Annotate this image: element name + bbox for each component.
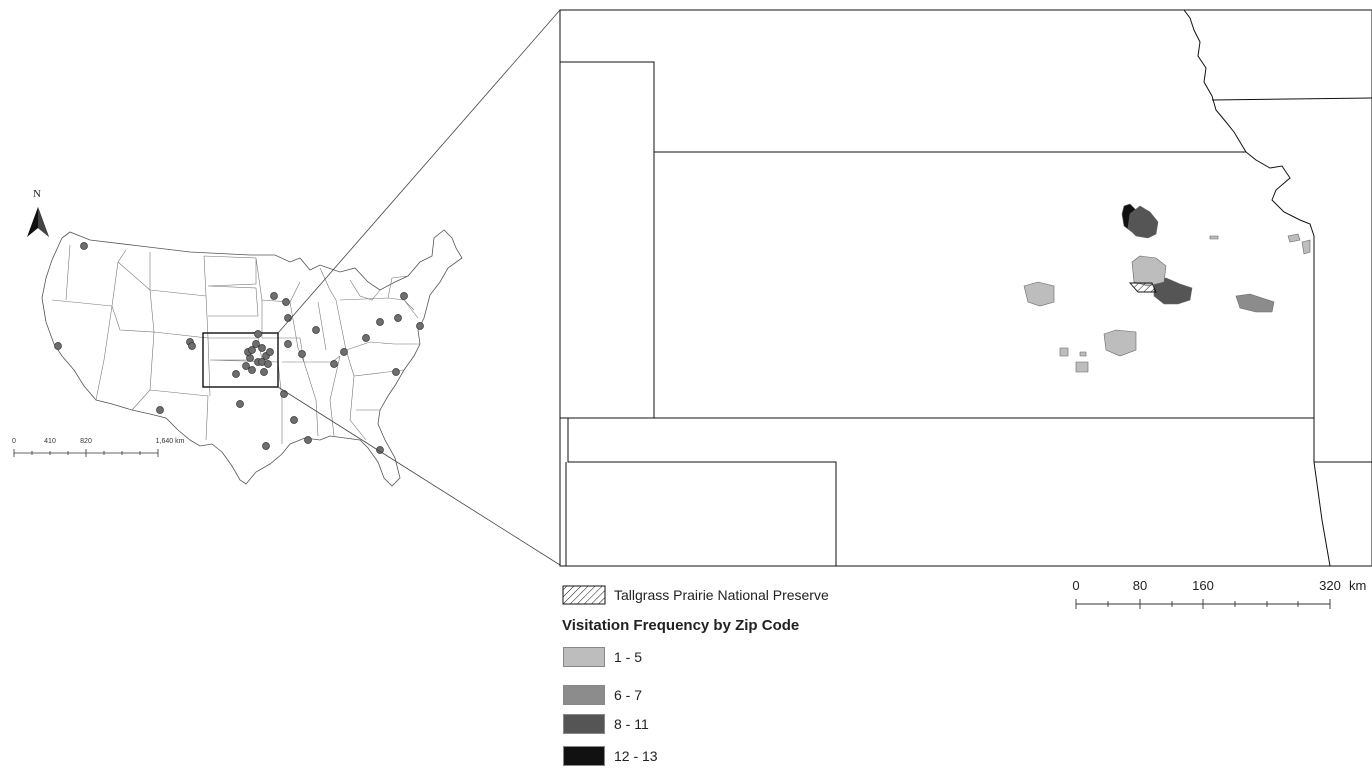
- visitor-point: [188, 342, 196, 350]
- state-boundary-east: [1313, 418, 1372, 567]
- inset-scale-tick-2: 160: [1192, 578, 1214, 593]
- overview-scale-tick-2: 820: [80, 438, 92, 445]
- visitor-point: [262, 442, 270, 450]
- legend-class-label: 8 - 11: [614, 716, 649, 732]
- visitor-point: [362, 334, 370, 342]
- inset-scale-tick-3: 320: [1319, 578, 1341, 593]
- zip-class-1-5-a: [1131, 255, 1167, 287]
- visitor-point: [266, 348, 274, 356]
- legend-swatch: [563, 746, 605, 766]
- zip-class-1-5-b: [1023, 281, 1055, 307]
- visitor-point: [264, 360, 272, 368]
- missouri-river: [1183, 9, 1247, 153]
- zip-class-1-5-e: [1059, 347, 1069, 357]
- visitor-point: [376, 318, 384, 326]
- zip-class-1-5-i: [1301, 239, 1311, 255]
- state-boundary-kansas: [654, 151, 1315, 419]
- visitor-point: [394, 314, 402, 322]
- visitor-point: [270, 292, 278, 300]
- visitor-point: [254, 330, 262, 338]
- north-arrow-icon: [27, 207, 49, 237]
- visitor-points: [54, 242, 424, 454]
- usa-overview-map: [41, 229, 463, 487]
- usa-outline: [41, 229, 463, 487]
- state-boundary-oklahoma: [567, 418, 837, 566]
- state-boundary-iowa-nebraska: [1211, 97, 1372, 101]
- north-arrow-label: N: [33, 188, 41, 200]
- visitor-point: [236, 400, 244, 408]
- visitor-point: [304, 436, 312, 444]
- overview-scale-tick-3: 1,640 km: [155, 438, 185, 445]
- zip-class-8-11-b: [1153, 277, 1193, 305]
- legend-class-row: 6 - 7: [563, 685, 642, 705]
- inset-scale-bar: [1075, 599, 1331, 609]
- zip-code-polygons: [1023, 203, 1311, 373]
- inset-extent-box: [202, 332, 279, 388]
- zip-class-1-5-c: [1103, 329, 1137, 357]
- visitor-point: [298, 350, 306, 358]
- zip-class-1-5-f: [1079, 351, 1087, 357]
- visitor-point: [252, 340, 260, 348]
- visitor-point: [312, 326, 320, 334]
- inset-scale-tick-1: 80: [1132, 578, 1148, 593]
- legend-class-label: 12 - 13: [614, 748, 658, 764]
- legend-swatch: [563, 647, 605, 667]
- visitor-point: [258, 344, 266, 352]
- state-boundary-west: [560, 61, 655, 419]
- visitor-point: [284, 340, 292, 348]
- preserve-legend-label: Tallgrass Prairie National Preserve: [614, 587, 829, 603]
- overview-scale-bar: [13, 449, 159, 457]
- inset-connector-lines: [277, 9, 561, 566]
- preserve-legend-swatch: [562, 585, 606, 605]
- tallgrass-preserve-polygon: [1128, 282, 1157, 293]
- great-lakes: [319, 267, 381, 301]
- legend-class-label: 1 - 5: [614, 649, 643, 665]
- legend-swatch: [563, 714, 605, 734]
- visitor-point: [248, 346, 256, 354]
- zip-class-1-5-d: [1075, 361, 1089, 373]
- visitor-point: [330, 360, 338, 368]
- zip-class-1-5-g: [1209, 235, 1219, 240]
- zip-class-6-7-a: [1235, 293, 1275, 313]
- inset-frame: [559, 9, 1372, 567]
- overview-scale-tick-0: 0: [12, 438, 16, 445]
- visitor-point: [260, 368, 268, 376]
- visitor-point: [232, 370, 240, 378]
- visitor-point: [290, 416, 298, 424]
- legend-class-label: 6 - 7: [614, 687, 643, 703]
- overview-scale-tick-1: 410: [44, 438, 56, 445]
- visitor-point: [280, 390, 288, 398]
- visitor-point: [340, 348, 348, 356]
- visitor-point: [156, 406, 164, 414]
- zip-class-8-11-a: [1127, 205, 1159, 239]
- visitor-point: [80, 242, 88, 250]
- legend-class-row: 1 - 5: [563, 647, 642, 667]
- visitor-point: [284, 314, 292, 322]
- visitor-point: [248, 366, 256, 374]
- zip-class-1-5-h: [1287, 233, 1301, 243]
- visitor-point: [400, 292, 408, 300]
- legend-swatch: [563, 685, 605, 705]
- visitor-point: [416, 322, 424, 330]
- legend-class-row: 12 - 13: [563, 746, 658, 766]
- visitor-point: [242, 362, 250, 370]
- kansas-inset-map: [559, 9, 1372, 567]
- inset-scale-unit: km: [1349, 578, 1367, 593]
- legend-title: Visitation Frequency by Zip Code: [562, 617, 800, 634]
- visitor-point: [282, 298, 290, 306]
- visitor-point: [376, 446, 384, 454]
- state-boundaries: [51, 244, 420, 444]
- inset-scale-tick-0: 0: [1072, 578, 1080, 593]
- legend-class-row: 8 - 11: [563, 714, 649, 734]
- visitor-point: [54, 342, 62, 350]
- visitor-point: [392, 368, 400, 376]
